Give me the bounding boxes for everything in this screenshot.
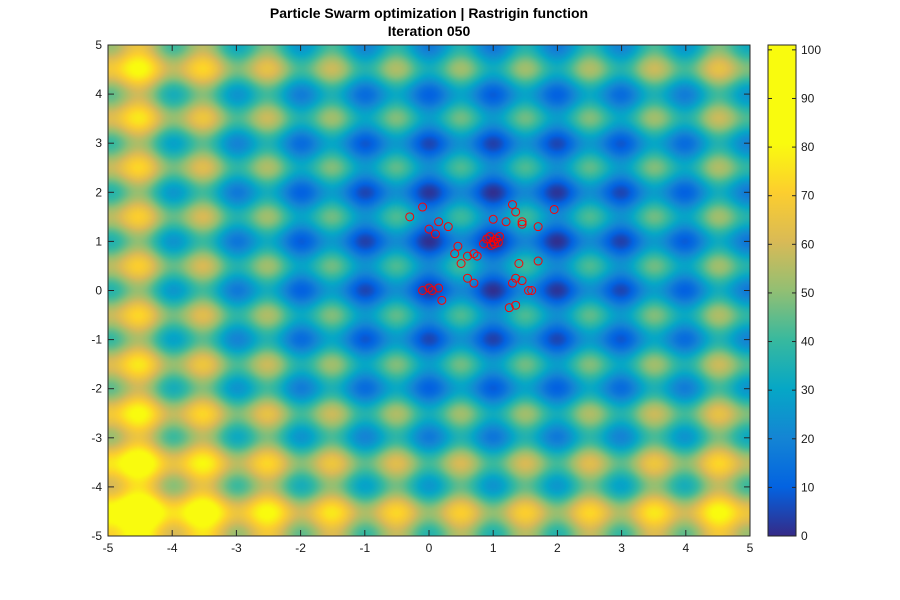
- particle-marker: [427, 286, 437, 295]
- colorbar-tick-label: 10: [801, 480, 815, 494]
- particle-marker: [517, 219, 527, 229]
- axes-box: [107, 44, 751, 537]
- colorbar-tick-label: 70: [801, 189, 815, 203]
- rastrigin-heatmap: [108, 45, 750, 536]
- x-tick-label: -5: [103, 541, 114, 555]
- particle-marker: [533, 256, 543, 266]
- x-tick-label: -2: [295, 541, 306, 555]
- x-tick-label: 0: [426, 541, 433, 555]
- x-tick-label: 1: [490, 541, 497, 555]
- colorbar-tick-label: 20: [801, 432, 815, 446]
- x-tick-label: 5: [747, 541, 754, 555]
- y-axis: -5 -4 -3 -2 -1 0 1 2 3 4 5: [91, 38, 750, 543]
- particle-marker: [405, 212, 415, 222]
- colorbar-tick-label: 100: [801, 43, 821, 57]
- particle-marker: [453, 241, 463, 251]
- particle-marker: [511, 300, 521, 310]
- x-tick-label: 3: [618, 541, 625, 555]
- particle-marker: [469, 249, 479, 259]
- colorbar-tick-label: 90: [801, 91, 815, 105]
- particle-marker: [469, 278, 479, 288]
- y-tick-label: 0: [95, 284, 102, 298]
- particle-marker: [501, 217, 511, 227]
- y-tick-label: -4: [91, 480, 102, 494]
- y-tick-label: 2: [95, 185, 102, 199]
- x-axis: -5 -4 -3 -2 -1 0 1 2 3 4 5: [103, 45, 754, 555]
- particle-marker: [472, 251, 482, 261]
- particle-marker: [437, 295, 447, 305]
- particle-marker: [434, 283, 444, 293]
- particle-marker: [486, 240, 496, 250]
- particle-marker: [463, 273, 473, 283]
- particle-marker: [424, 283, 434, 293]
- particle-marker: [434, 217, 444, 227]
- particle-marker: [488, 214, 498, 224]
- colorbar-tick-label: 60: [801, 237, 815, 251]
- colorbar-tick-label: 80: [801, 140, 815, 154]
- particle-marker: [517, 217, 527, 227]
- colorbar-tick-label: 30: [801, 383, 815, 397]
- particle-marker: [507, 200, 517, 210]
- particle-marker: [450, 249, 460, 259]
- x-tick-label: -4: [167, 541, 178, 555]
- particle-marker: [485, 231, 495, 241]
- particle-marker: [430, 229, 440, 239]
- particle-marker: [456, 258, 466, 268]
- particle-marker: [511, 207, 521, 217]
- particle-marker: [463, 251, 473, 261]
- particle-marker: [443, 222, 453, 232]
- particle-marker: [504, 303, 514, 313]
- y-tick-label: -3: [91, 431, 102, 445]
- y-tick-label: 5: [95, 38, 102, 52]
- y-tick-label: -1: [91, 333, 102, 347]
- y-tick-label: -5: [91, 529, 102, 543]
- particle-marker: [527, 286, 537, 295]
- chart-title: Particle Swarm optimization | Rastrigin …: [269, 5, 589, 21]
- particle-marker: [495, 231, 505, 241]
- y-tick-label: 4: [95, 87, 102, 101]
- particle-marker: [514, 258, 524, 268]
- particle-marker: [418, 202, 428, 212]
- particle-marker: [549, 204, 559, 214]
- colorbar-tick-label: 40: [801, 335, 815, 349]
- colorbar-tick-label: 0: [801, 529, 808, 543]
- y-tick-label: -2: [91, 382, 102, 396]
- colorbar-tick-label: 50: [801, 286, 815, 300]
- particle-marker: [511, 273, 521, 283]
- colorbar: [767, 44, 797, 537]
- particle-marker: [418, 286, 428, 295]
- x-tick-label: 4: [682, 541, 689, 555]
- particle-marker: [517, 276, 527, 286]
- y-tick-label: 3: [95, 136, 102, 150]
- x-tick-label: -3: [231, 541, 242, 555]
- particles-layer: [405, 200, 559, 313]
- particle-marker: [507, 278, 517, 288]
- chart-subtitle: Iteration 050: [387, 23, 471, 39]
- particle-marker: [533, 222, 543, 232]
- colorbar-axis: 0 10 20 30 40 50 60 70 80 90 100: [768, 43, 821, 543]
- y-tick-label: 1: [95, 234, 102, 248]
- particle-marker: [524, 286, 534, 295]
- particle-marker: [482, 234, 492, 244]
- x-tick-label: 2: [554, 541, 561, 555]
- x-tick-label: -1: [359, 541, 370, 555]
- particle-marker: [424, 224, 434, 234]
